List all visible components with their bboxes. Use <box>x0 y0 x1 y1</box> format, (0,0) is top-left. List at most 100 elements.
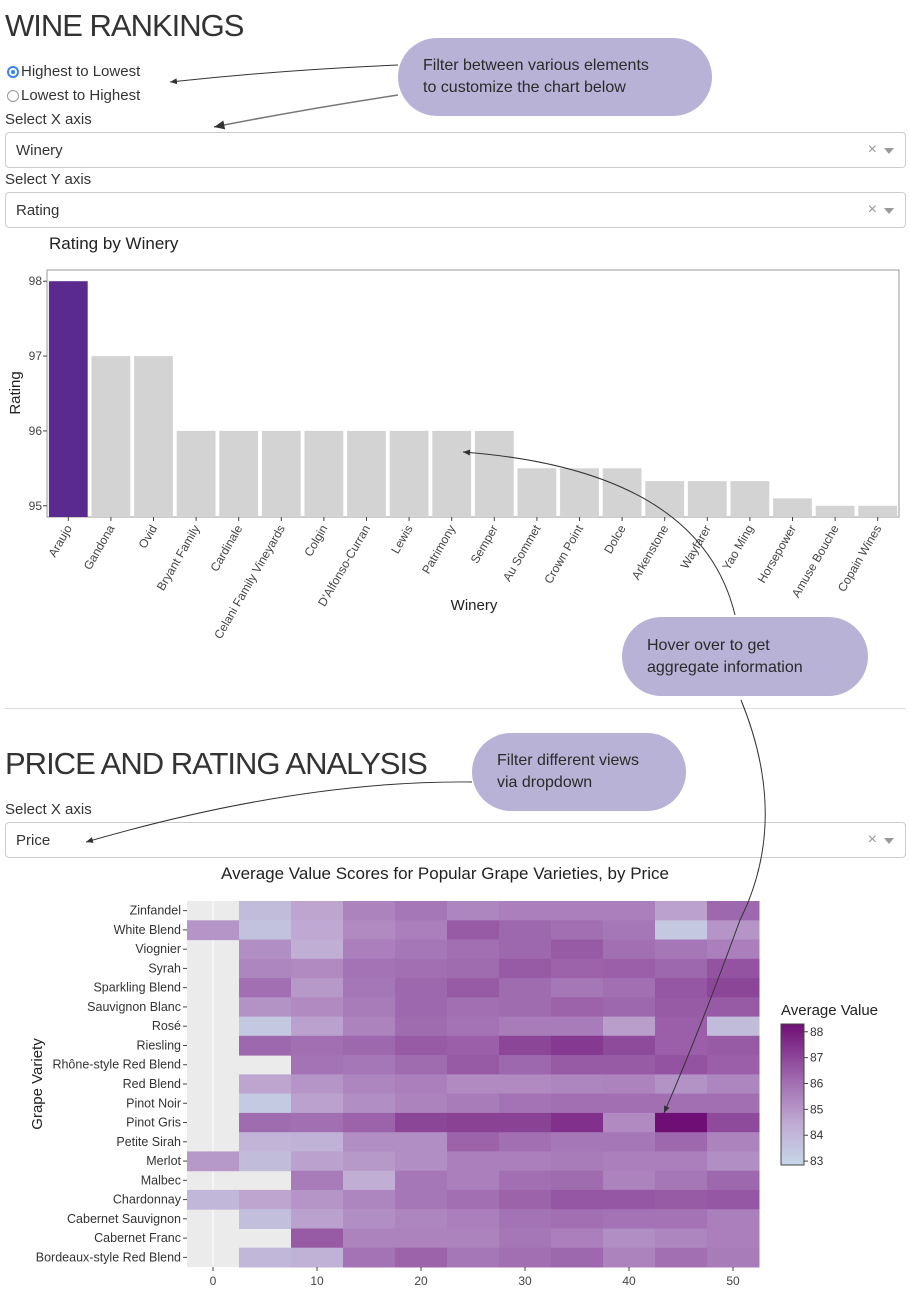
heatmap-cell[interactable] <box>551 997 604 1018</box>
heatmap-cell[interactable] <box>603 939 656 960</box>
heatmap-cell[interactable] <box>343 978 396 998</box>
heatmap-cell[interactable] <box>447 958 500 979</box>
heatmap-cell[interactable] <box>447 920 500 941</box>
heatmap-cell[interactable] <box>447 1035 500 1056</box>
heatmap-cell[interactable] <box>707 1112 760 1133</box>
bar-wayfarer[interactable] <box>687 481 727 517</box>
heatmap-cell[interactable] <box>187 920 240 941</box>
heatmap-cell[interactable] <box>499 1074 552 1095</box>
heatmap-cell[interactable] <box>603 958 656 979</box>
bar-araujo[interactable] <box>48 281 88 517</box>
heatmap-cell[interactable] <box>187 1151 240 1172</box>
heatmap-cell[interactable] <box>291 1151 344 1172</box>
bar-celani-family-vineyards[interactable] <box>261 430 301 517</box>
heatmap-cell[interactable] <box>499 1247 552 1268</box>
heatmap-cell[interactable] <box>343 1074 396 1095</box>
heatmap-cell[interactable] <box>707 1016 760 1037</box>
heatmap-cell[interactable] <box>395 978 448 998</box>
bar-dolce[interactable] <box>602 468 642 517</box>
heatmap-cell[interactable] <box>291 920 344 941</box>
heatmap-cell[interactable] <box>499 1209 552 1229</box>
heatmap-cell[interactable] <box>447 1112 500 1133</box>
heatmap-cell[interactable] <box>447 1055 500 1075</box>
heatmap-cell[interactable] <box>447 1132 500 1152</box>
chevron-down-icon[interactable] <box>884 208 894 214</box>
sort-highest-radio[interactable]: Highest to Lowest <box>7 63 140 80</box>
heatmap-cell[interactable] <box>707 1035 760 1056</box>
heatmap-cell[interactable] <box>707 958 760 979</box>
bar-ovid[interactable] <box>134 356 173 517</box>
heatmap-cell[interactable] <box>291 1035 344 1056</box>
heatmap-cell[interactable] <box>447 939 500 960</box>
heatmap-cell[interactable] <box>551 1228 604 1249</box>
heatmap-cell[interactable] <box>603 1151 656 1172</box>
heatmap-cell[interactable] <box>447 997 500 1018</box>
heatmap-cell[interactable] <box>603 1209 656 1229</box>
heatmap-cell[interactable] <box>499 997 552 1018</box>
heatmap-cell[interactable] <box>291 1074 344 1095</box>
heatmap-cell[interactable] <box>239 939 292 960</box>
bar-d-alfonso-curran[interactable] <box>347 430 386 517</box>
heatmap-cell[interactable] <box>603 1055 656 1075</box>
bar-au-sommet[interactable] <box>517 468 557 517</box>
heatmap-cell[interactable] <box>499 939 552 960</box>
heatmap-cell[interactable] <box>499 901 552 921</box>
heatmap-cell[interactable] <box>239 1151 292 1172</box>
heatmap-cell[interactable] <box>291 997 344 1018</box>
heatmap-cell[interactable] <box>239 1093 292 1114</box>
heatmap-cell[interactable] <box>655 1247 708 1268</box>
heatmap-cell[interactable] <box>551 978 604 998</box>
heatmap-cell[interactable] <box>603 901 656 921</box>
bar-colgin[interactable] <box>304 430 344 517</box>
heatmap-cell[interactable] <box>551 1151 604 1172</box>
heatmap-cell[interactable] <box>239 1247 292 1268</box>
heatmap-cell[interactable] <box>291 901 344 921</box>
heatmap-cell[interactable] <box>551 1209 604 1229</box>
heatmap-cell[interactable] <box>447 1228 500 1249</box>
heatmap-cell[interactable] <box>499 1055 552 1075</box>
heatmap-cell[interactable] <box>551 1189 604 1210</box>
heatmap-cell[interactable] <box>447 901 500 921</box>
heatmap-cell[interactable] <box>343 997 396 1018</box>
chevron-down-icon[interactable] <box>884 148 894 154</box>
heatmap-cell[interactable] <box>447 1151 500 1172</box>
heatmap-cell[interactable] <box>655 920 708 941</box>
heatmap-cell[interactable] <box>707 1170 760 1191</box>
heatmap-cell[interactable] <box>603 1132 656 1152</box>
heatmap-cell[interactable] <box>395 1209 448 1229</box>
heatmap-cell[interactable] <box>291 939 344 960</box>
heatmap-cell[interactable] <box>291 1209 344 1229</box>
heatmap-cell[interactable] <box>707 978 760 998</box>
bar-semper[interactable] <box>474 430 514 517</box>
heatmap-cell[interactable] <box>395 1074 448 1095</box>
heatmap-cell[interactable] <box>343 958 396 979</box>
heatmap-cell[interactable] <box>395 1228 448 1249</box>
heatmap-cell[interactable] <box>447 1016 500 1037</box>
bar-amuse-bouche[interactable] <box>815 505 855 517</box>
heatmap-cell[interactable] <box>655 1151 708 1172</box>
heatmap-cell[interactable] <box>707 920 760 941</box>
heatmap-cell[interactable] <box>343 1151 396 1172</box>
heatmap-cell[interactable] <box>395 1093 448 1114</box>
heatmap-cell[interactable] <box>655 1228 708 1249</box>
heatmap-cell[interactable] <box>707 1209 760 1229</box>
heatmap-cell[interactable] <box>239 958 292 979</box>
heatmap-cell[interactable] <box>395 1132 448 1152</box>
heatmap-cell[interactable] <box>291 1016 344 1037</box>
heatmap-cell[interactable] <box>291 1189 344 1210</box>
heatmap-cell[interactable] <box>707 1093 760 1114</box>
heatmap-cell[interactable] <box>603 1247 656 1268</box>
heatmap-cell[interactable] <box>395 1055 448 1075</box>
heatmap-cell[interactable] <box>343 1132 396 1152</box>
heatmap-cell[interactable] <box>499 1151 552 1172</box>
heatmap-cell[interactable] <box>499 978 552 998</box>
heatmap-cell[interactable] <box>551 1093 604 1114</box>
heatmap-cell[interactable] <box>343 1170 396 1191</box>
chevron-down-icon[interactable] <box>884 838 894 844</box>
heatmap-cell[interactable] <box>603 978 656 998</box>
heatmap-cell[interactable] <box>447 1093 500 1114</box>
heatmap-cell[interactable] <box>603 1035 656 1056</box>
bar-bryant-family[interactable] <box>176 430 216 517</box>
heatmap-cell[interactable] <box>239 1016 292 1037</box>
heatmap-cell[interactable] <box>343 901 396 921</box>
